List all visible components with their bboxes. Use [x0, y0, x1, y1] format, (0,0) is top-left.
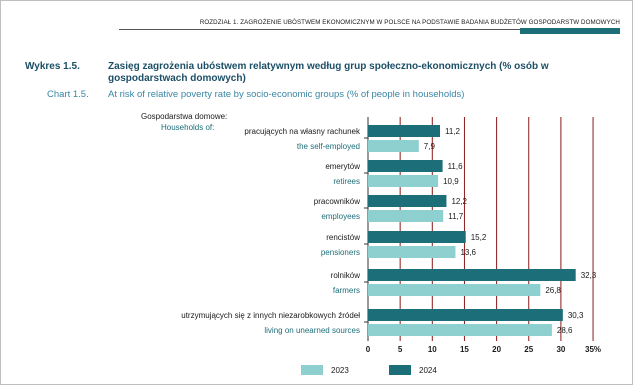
x-tick-label: 20: [492, 345, 501, 354]
x-tick-label: 15: [460, 345, 469, 354]
legend-label: 2024: [419, 366, 437, 375]
x-tick-label: 5: [398, 345, 403, 354]
category-label-en: living on unearned sources: [264, 326, 360, 335]
category-label-en: the self-employed: [297, 142, 360, 151]
category-label-pl: utrzymujących się z innych niezarobkowyc…: [181, 311, 360, 320]
chapter-header: ROZDZIAŁ 1. ZAGROŻENIE UBÓSTWEM EKONOMIC…: [199, 19, 620, 26]
group-header-en: Households of:: [161, 123, 214, 132]
legend-label: 2023: [331, 366, 349, 375]
x-tick-label: 25: [524, 345, 533, 354]
category-label-pl: rolników: [331, 271, 361, 280]
bar-2023: [368, 175, 439, 187]
category-label-en: employees: [321, 212, 360, 221]
data-label-2024: 32,3: [581, 271, 597, 280]
category-label-en: pensioners: [321, 248, 360, 257]
data-label-2023: 11,7: [448, 212, 464, 221]
data-label-2024: 15,2: [471, 233, 487, 242]
bar-2023: [368, 284, 541, 296]
data-label-2024: 11,2: [445, 127, 461, 136]
x-tick-label: 30: [556, 345, 565, 354]
group-header-pl: Gospodarstwa domowe:: [141, 112, 227, 121]
data-label-2024: 11,6: [448, 162, 464, 171]
category-label-pl: emerytów: [325, 162, 360, 171]
bar-2024: [368, 195, 447, 207]
data-label-2023: 28,6: [557, 326, 573, 335]
bar-2024: [368, 309, 563, 321]
legend-swatch: [389, 365, 411, 375]
data-label-2023: 26,8: [545, 286, 561, 295]
bar-2023: [368, 246, 456, 258]
legend-swatch: [301, 365, 323, 375]
category-label-pl: pracujących na własny rachunek: [244, 127, 361, 136]
bar-2024: [368, 269, 576, 281]
figure-title-en: At risk of relative poverty rate by soci…: [108, 89, 465, 100]
bar-2024: [368, 231, 466, 243]
bar-2024: [368, 160, 443, 172]
header-accent-bar: [520, 28, 620, 34]
x-tick-label: 35%: [585, 345, 601, 354]
data-label-2024: 12,2: [451, 197, 467, 206]
figure-label-en: Chart 1.5.: [47, 89, 89, 100]
category-label-en: retirees: [333, 177, 360, 186]
data-label-2023: 10,9: [443, 177, 459, 186]
category-label-pl: rencistów: [326, 233, 360, 242]
bar-2023: [368, 210, 444, 222]
header-rule: [119, 29, 620, 30]
data-label-2024: 30,3: [568, 311, 584, 320]
x-tick-label: 10: [428, 345, 437, 354]
bar-2023: [368, 140, 419, 152]
bar-2023: [368, 324, 552, 336]
data-label-2023: 7,9: [424, 142, 436, 151]
figure-label-pl: Wykres 1.5.: [25, 61, 80, 72]
bar-2024: [368, 125, 441, 137]
figure-title-pl: Zasięg zagrożenia ubóstwem relatywnym we…: [108, 61, 549, 84]
category-label-pl: pracowników: [314, 197, 360, 206]
category-label-en: farmers: [333, 286, 360, 295]
x-tick-label: 0: [366, 345, 371, 354]
data-label-2023: 13,6: [460, 248, 476, 257]
